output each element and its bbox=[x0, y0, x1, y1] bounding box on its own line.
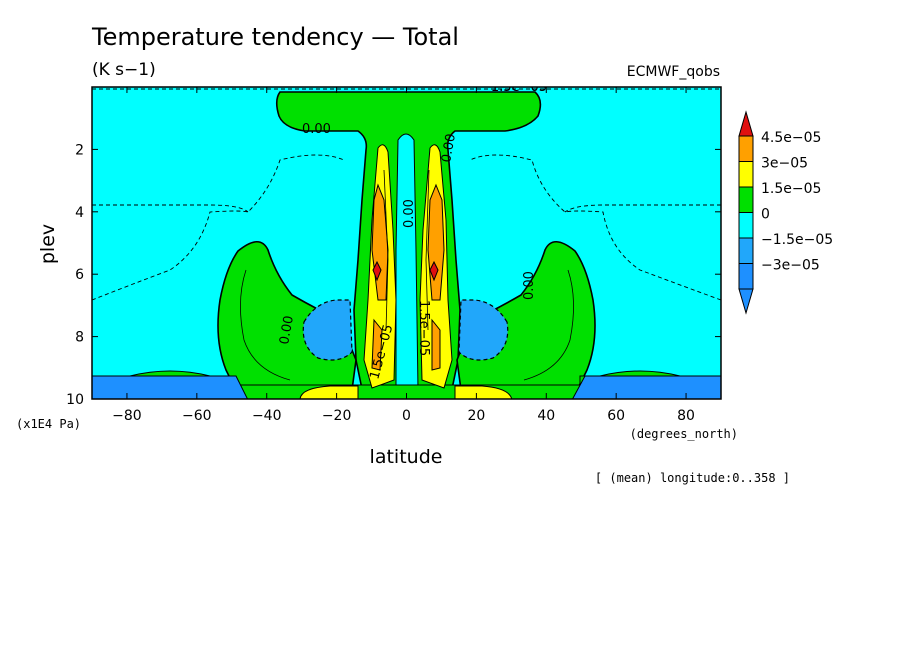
colorbar-label: 0 bbox=[761, 207, 770, 223]
region-surface-right bbox=[571, 375, 721, 399]
y-tick-label: 10 bbox=[66, 392, 84, 408]
region-right-cell bbox=[458, 299, 509, 361]
colorbar-label: 3e−05 bbox=[761, 156, 808, 172]
region-surface-left bbox=[92, 375, 249, 399]
contour-label: 0.00 bbox=[522, 271, 537, 300]
contour-label: 1.5e−05 bbox=[416, 300, 431, 356]
colorbar-block bbox=[738, 237, 754, 264]
x-axis-label: latitude bbox=[370, 446, 443, 468]
x-tick-label: −80 bbox=[112, 408, 142, 424]
colorbar-block bbox=[738, 212, 754, 239]
y-tick-label: 6 bbox=[75, 267, 84, 283]
x-tick-label: −60 bbox=[182, 408, 212, 424]
contour-label: 0.00 bbox=[439, 133, 459, 164]
region-right-core bbox=[427, 183, 445, 371]
x-units-label: (degrees_north) bbox=[630, 427, 738, 441]
y-axis-label: plev bbox=[37, 224, 59, 264]
region-right-max bbox=[429, 260, 439, 282]
x-tick-label: 0 bbox=[402, 408, 411, 424]
plot-area: 0.00 0.00 0.00 0.00 0.00 −1.5e−05 1.5e−0… bbox=[92, 80, 721, 399]
units-label: (K s−1) bbox=[92, 60, 156, 80]
contour-label: 0.00 bbox=[402, 199, 417, 228]
colorbar-label: −1.5e−05 bbox=[761, 232, 833, 248]
x-tick-label: −40 bbox=[252, 408, 282, 424]
colorbar-label: 4.5e−05 bbox=[761, 130, 821, 146]
x-tick-label: −20 bbox=[322, 408, 352, 424]
y-units-label: (x1E4 Pa) bbox=[16, 417, 81, 431]
colorbar: 4.5e−05 3e−05 1.5e−05 0 −1.5e−05 −3e−05 bbox=[738, 110, 833, 315]
region-left-max bbox=[372, 260, 382, 282]
colorbar-block bbox=[738, 135, 754, 162]
colorbar-bottom-arrow bbox=[738, 288, 754, 315]
x-tick-label: 80 bbox=[677, 408, 695, 424]
region-center-gap bbox=[395, 133, 419, 391]
colorbar-block bbox=[738, 161, 754, 188]
x-tick-label: 60 bbox=[607, 408, 625, 424]
positive-contours bbox=[240, 169, 574, 381]
x-tick-label: 40 bbox=[537, 408, 555, 424]
colorbar-block bbox=[738, 186, 754, 213]
negative-contours bbox=[92, 88, 721, 301]
y-axis: 2 4 6 8 10 bbox=[66, 142, 721, 408]
colorbar-block bbox=[738, 263, 754, 290]
colorbar-label: −3e−05 bbox=[761, 258, 820, 274]
x-axis: −80 −60 −40 −20 0 20 40 60 80 bbox=[112, 87, 695, 424]
footnote: [ (mean) longitude:0..358 ] bbox=[595, 471, 790, 485]
region-bottom-yellow bbox=[299, 385, 513, 399]
x-tick-label: 20 bbox=[467, 408, 485, 424]
colorbar-top-arrow bbox=[738, 110, 754, 137]
contour-label: −1.5e−05 bbox=[480, 80, 547, 95]
y-tick-label: 8 bbox=[75, 330, 84, 346]
colorbar-label: 1.5e−05 bbox=[761, 181, 821, 197]
y-tick-label: 2 bbox=[75, 142, 84, 158]
contour-label: 0.00 bbox=[277, 315, 297, 346]
region-left-cell bbox=[302, 299, 353, 361]
dataset-label: ECMWF_qobs bbox=[627, 64, 720, 80]
region-left-core bbox=[371, 183, 389, 371]
chart-title: Temperature tendency — Total bbox=[91, 23, 459, 51]
contour-label: 0.00 bbox=[302, 122, 331, 137]
y-tick-label: 4 bbox=[75, 205, 84, 221]
